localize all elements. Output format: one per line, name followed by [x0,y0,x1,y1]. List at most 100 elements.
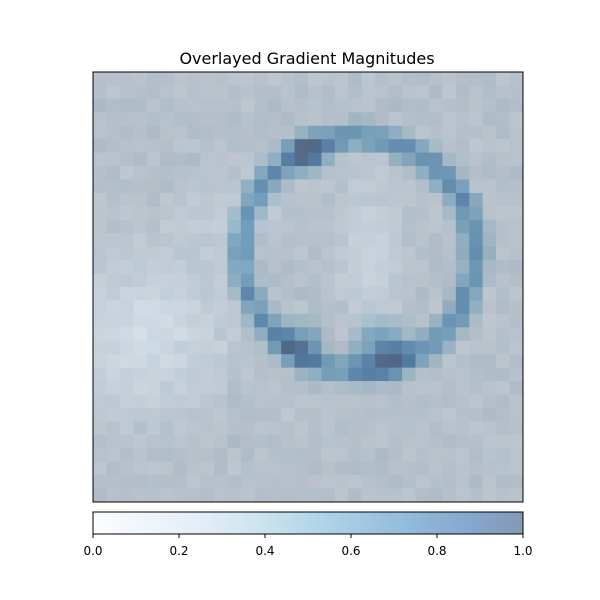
heatmap-cell [321,125,336,140]
heatmap-cell [321,434,336,449]
heatmap-cell [254,488,269,502]
heatmap-cell [227,166,242,181]
heatmap-cell [442,421,457,436]
heatmap-cell [254,112,269,127]
heatmap-cell [200,152,215,167]
heatmap-cell [267,152,282,167]
heatmap-cell [213,192,228,207]
heatmap-cell [267,340,282,355]
heatmap-cell [240,179,255,194]
heatmap-cell [213,313,228,328]
heatmap-cell [482,287,497,302]
heatmap-cell [428,381,443,396]
plot-area [93,72,523,502]
heatmap-cell [146,260,161,275]
heatmap-cell [133,273,148,288]
heatmap-cell [402,179,417,194]
heatmap-cell [133,475,148,490]
heatmap-cell [428,260,443,275]
heatmap-cell [428,340,443,355]
heatmap-cell [146,313,161,328]
heatmap-cell [375,407,390,422]
heatmap-cell [348,434,363,449]
heatmap-cell [281,475,296,490]
heatmap-cell [187,139,202,154]
heatmap-cell [267,273,282,288]
heatmap-cell [146,98,161,113]
heatmap-cell [281,139,296,154]
heatmap-cell [334,461,349,476]
heatmap-cell [402,260,417,275]
heatmap-cell [402,300,417,315]
heatmap-cell [482,488,497,502]
heatmap-cell [455,166,470,181]
heatmap-cell [361,112,376,127]
heatmap-cell [428,233,443,248]
heatmap-cell [308,125,323,140]
heatmap-cell [160,260,175,275]
heatmap-cell [496,475,511,490]
heatmap-cell [254,72,269,87]
heatmap-cell [146,381,161,396]
heatmap-cell [133,354,148,369]
heatmap-cell [321,300,336,315]
heatmap-cell [213,125,228,140]
heatmap-cell [240,488,255,502]
heatmap-cell [213,407,228,422]
heatmap-cell [348,367,363,382]
heatmap-cell [455,72,470,87]
heatmap-cell [428,246,443,261]
heatmap-cell [469,461,484,476]
heatmap-cell [388,354,403,369]
heatmap-cell [442,287,457,302]
heatmap-cell [254,85,269,100]
heatmap-cell [187,340,202,355]
heatmap-cell [428,354,443,369]
heatmap-cell [482,112,497,127]
heatmap-cell [375,260,390,275]
heatmap-cell [281,287,296,302]
heatmap-cell [187,488,202,502]
heatmap-cell [213,233,228,248]
heatmap-cell [442,152,457,167]
heatmap-cell [496,192,511,207]
heatmap-cell [133,327,148,342]
heatmap-cell [240,219,255,234]
heatmap-cell [160,139,175,154]
heatmap-cell [361,488,376,502]
heatmap-cell [375,287,390,302]
heatmap-cell [388,327,403,342]
heatmap-cell [348,98,363,113]
heatmap-cell [93,152,108,167]
heatmap-cell [469,260,484,275]
heatmap-cell [375,488,390,502]
heatmap-cell [509,246,523,261]
heatmap-cell [375,313,390,328]
heatmap-cell [160,313,175,328]
heatmap-cell [361,179,376,194]
heatmap-cell [415,246,430,261]
heatmap-cell [93,461,108,476]
heatmap-cell [187,273,202,288]
heatmap-cell [388,72,403,87]
heatmap-cell [240,313,255,328]
heatmap-cell [509,139,523,154]
heatmap-cell [469,85,484,100]
heatmap-cell [227,139,242,154]
heatmap-cell [442,381,457,396]
heatmap-cell [267,354,282,369]
heatmap-cell [496,98,511,113]
heatmap-cell [308,206,323,221]
heatmap-cell [119,367,134,382]
heatmap-cell [442,98,457,113]
heatmap-cell [334,421,349,436]
heatmap-cell [294,152,309,167]
heatmap-cell [308,166,323,181]
heatmap-cell [509,488,523,502]
heatmap-cell [119,300,134,315]
heatmap-cell [321,327,336,342]
heatmap-cell [482,72,497,87]
heatmap-cell [146,273,161,288]
heatmap-cell [509,421,523,436]
heatmap-cell [240,300,255,315]
